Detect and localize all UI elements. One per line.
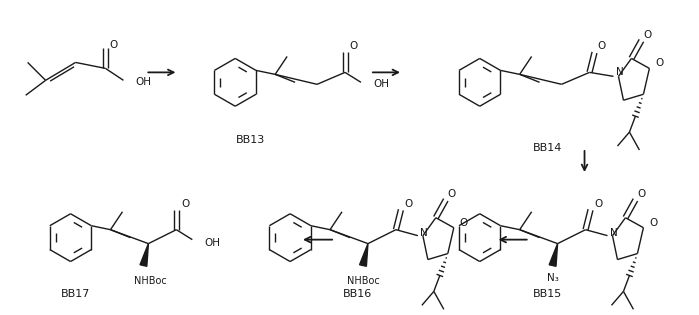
Text: O: O [655, 58, 663, 68]
Text: O: O [637, 189, 646, 199]
Text: O: O [598, 42, 605, 51]
Polygon shape [359, 243, 368, 266]
Text: BB13: BB13 [236, 135, 265, 145]
Text: O: O [350, 42, 358, 51]
Polygon shape [549, 243, 558, 266]
Text: O: O [447, 189, 456, 199]
Text: OH: OH [204, 238, 220, 248]
Text: BB14: BB14 [533, 143, 562, 153]
Text: O: O [643, 30, 651, 40]
Text: O: O [181, 199, 189, 209]
Text: OH: OH [373, 79, 389, 89]
Text: O: O [649, 218, 658, 228]
Polygon shape [140, 243, 148, 266]
Text: BB16: BB16 [343, 289, 373, 299]
Text: O: O [109, 39, 117, 49]
Text: OH: OH [136, 77, 152, 87]
Text: NHBoc: NHBoc [134, 277, 167, 286]
Text: O: O [460, 218, 468, 228]
Text: N: N [420, 228, 428, 238]
Text: BB15: BB15 [533, 289, 562, 299]
Text: O: O [594, 199, 603, 209]
Text: N₃: N₃ [547, 273, 559, 284]
Text: O: O [405, 199, 413, 209]
Text: N: N [616, 67, 624, 77]
Text: NHBoc: NHBoc [347, 277, 380, 286]
Text: N: N [610, 228, 617, 238]
Text: BB17: BB17 [61, 289, 90, 299]
